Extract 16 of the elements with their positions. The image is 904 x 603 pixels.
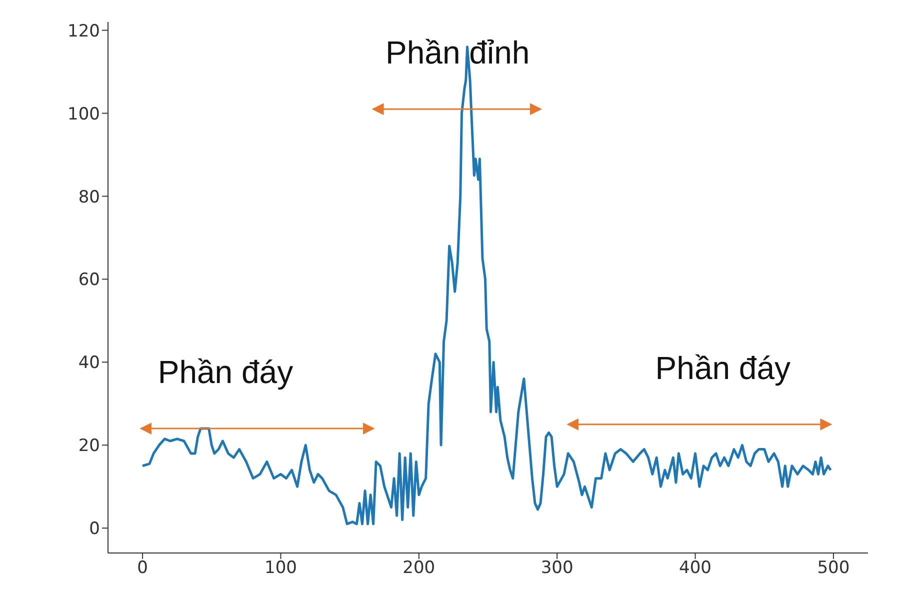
y-tick-label: 0 (89, 519, 100, 540)
y-tick-label: 120 (68, 21, 100, 42)
y-tick-label: 80 (78, 187, 100, 208)
y-tick-label: 60 (78, 270, 100, 290)
x-tick-label: 400 (679, 558, 712, 578)
x-tick-label: 500 (817, 558, 850, 578)
y-tick-label: 100 (68, 104, 100, 124)
annotation: Phần đáy (655, 350, 791, 386)
x-tick-label: 300 (540, 558, 574, 578)
x-tick-label: 200 (402, 558, 436, 578)
annotation: Phần đáy (158, 354, 294, 390)
x-tick-label: 100 (264, 558, 297, 578)
y-tick-label: 20 (78, 436, 100, 456)
annotation: Phần đỉnh (386, 34, 530, 70)
y-tick-label: 40 (78, 353, 100, 374)
x-tick-label: 0 (137, 558, 148, 578)
